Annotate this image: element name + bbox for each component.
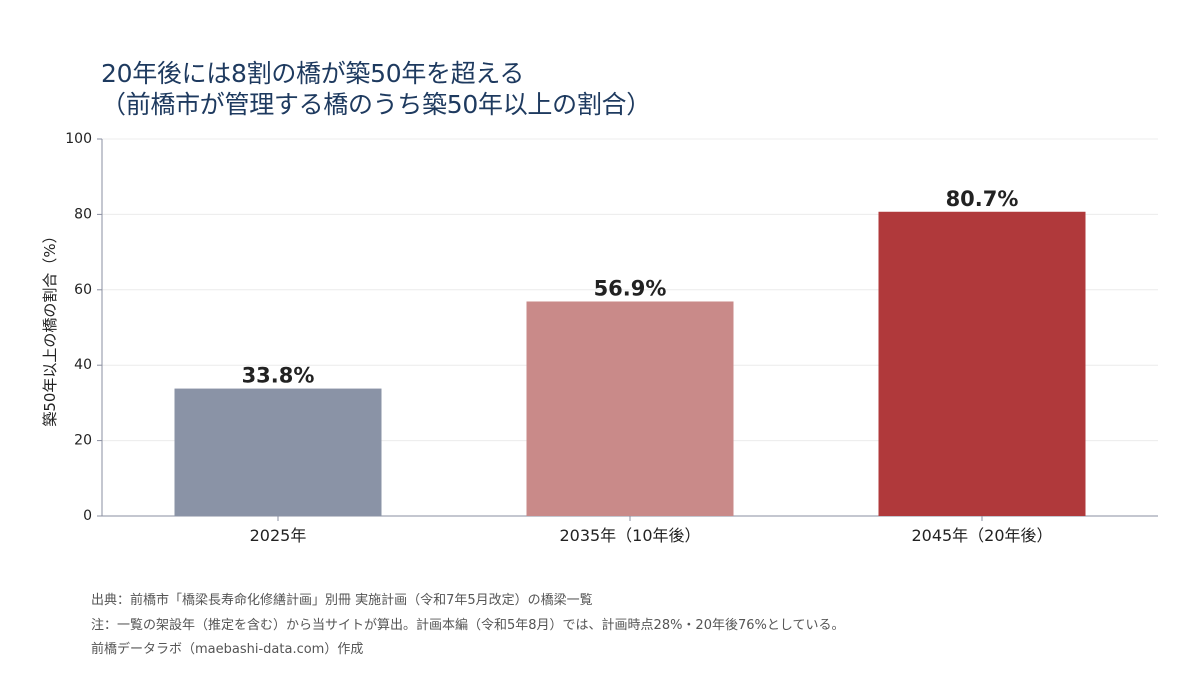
y-tick-label: 20 (74, 433, 92, 449)
chart-title-line-1: 20年後には8割の橋が築50年を超える (101, 59, 525, 88)
credit-note: 前橋データラボ（maebashi-data.com）作成 (91, 642, 364, 657)
y-tick-label: 80 (74, 206, 92, 222)
chart-footer: 出典：前橋市「橋梁長寿命化修繕計画」別冊 実施計画（令和7年5月改定）の橋梁一覧… (91, 589, 844, 663)
bar (526, 301, 734, 516)
bar-data-label: 56.9% (594, 276, 667, 300)
bar (878, 211, 1086, 517)
x-tick-label: 2025年 (250, 526, 307, 545)
chart-title: 20年後には8割の橋が築50年を超える （前橋市が管理する橋のうち築50年以上の… (101, 58, 651, 120)
y-tick-label: 0 (83, 508, 92, 524)
bar (174, 388, 382, 516)
bar-data-label: 33.8% (242, 364, 315, 388)
y-tick-label: 60 (74, 282, 92, 298)
y-tick-label: 100 (65, 131, 92, 147)
y-tick-label: 40 (74, 357, 92, 373)
source-note: 出典：前橋市「橋梁長寿命化修繕計画」別冊 実施計画（令和7年5月改定）の橋梁一覧 (91, 593, 593, 608)
chart-title-line-2: （前橋市が管理する橋のうち築50年以上の割合） (101, 90, 651, 119)
bar-data-label: 80.7% (946, 187, 1019, 211)
x-tick-label: 2035年（10年後） (559, 526, 700, 545)
method-note: 注：一覧の架設年（推定を含む）から当サイトが算出。計画本編（令和5年8月）では、… (91, 617, 845, 633)
y-axis-label: 築50年以上の橋の割合（%） (41, 228, 59, 426)
x-tick-label: 2045年（20年後） (911, 526, 1052, 545)
